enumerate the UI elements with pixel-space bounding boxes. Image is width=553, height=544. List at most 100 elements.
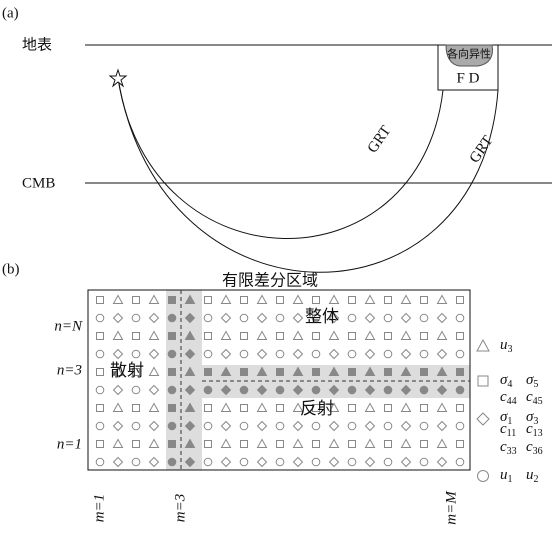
anisotropy-label: 各向异性 bbox=[447, 47, 491, 61]
ray-label: GRT bbox=[467, 133, 497, 166]
node-triangle bbox=[256, 438, 268, 448]
node-triangle bbox=[436, 330, 448, 340]
node-triangle bbox=[364, 366, 376, 376]
node-diamond bbox=[400, 456, 412, 468]
col-label: m=M bbox=[443, 490, 459, 525]
node-circle bbox=[239, 385, 249, 395]
node-square bbox=[384, 404, 392, 412]
node-square bbox=[312, 296, 320, 304]
node-triangle bbox=[328, 438, 340, 448]
node-triangle bbox=[436, 438, 448, 448]
node-square bbox=[168, 368, 176, 376]
legend-sub: 36 bbox=[533, 446, 543, 457]
node-square bbox=[96, 296, 104, 304]
ray bbox=[117, 77, 499, 273]
node-triangle bbox=[112, 330, 124, 340]
col-label: m=1 bbox=[91, 494, 107, 522]
node-square bbox=[348, 368, 356, 376]
node-circle bbox=[311, 313, 321, 323]
node-square bbox=[240, 368, 248, 376]
node-square bbox=[384, 296, 392, 304]
legend-term: σ5 bbox=[526, 372, 538, 390]
node-diamond bbox=[364, 348, 376, 360]
legend-sub: 3 bbox=[533, 416, 538, 427]
node-circle bbox=[167, 313, 177, 323]
legend-base: σ bbox=[500, 372, 508, 388]
node-circle bbox=[131, 457, 141, 467]
node-circle bbox=[347, 385, 357, 395]
cmb-label: CMB bbox=[22, 175, 55, 191]
legend-symbol bbox=[477, 375, 489, 387]
node-diamond bbox=[292, 456, 304, 468]
node-square bbox=[240, 332, 248, 340]
legend-base: σ bbox=[500, 409, 508, 425]
node-circle bbox=[419, 457, 429, 467]
legend-sub: 44 bbox=[507, 396, 517, 407]
legend-symbol bbox=[477, 470, 489, 482]
legend-base: u bbox=[500, 337, 508, 353]
node-diamond bbox=[220, 384, 232, 396]
node-triangle bbox=[148, 402, 160, 412]
legend-sub: 1 bbox=[508, 474, 513, 485]
node-triangle bbox=[400, 438, 412, 448]
node-square bbox=[456, 440, 464, 448]
node-circle bbox=[95, 313, 105, 323]
node-circle bbox=[347, 457, 357, 467]
source-star bbox=[108, 68, 128, 88]
node-circle bbox=[455, 385, 465, 395]
anisotropy-blob bbox=[445, 44, 493, 67]
legend-term: c36 bbox=[526, 439, 543, 457]
node-square bbox=[420, 368, 428, 376]
legend-term: c33 bbox=[500, 439, 517, 457]
node-diamond bbox=[112, 384, 124, 396]
node-triangle bbox=[148, 330, 160, 340]
node-diamond bbox=[184, 456, 196, 468]
node-diamond bbox=[436, 348, 448, 360]
node-triangle bbox=[184, 438, 196, 448]
node-diamond bbox=[364, 420, 376, 432]
node-triangle bbox=[184, 330, 196, 340]
node-triangle bbox=[436, 366, 448, 376]
node-circle bbox=[383, 457, 393, 467]
node-circle bbox=[455, 313, 465, 323]
node-triangle bbox=[220, 294, 232, 304]
node-triangle bbox=[364, 402, 376, 412]
node-triangle bbox=[112, 366, 124, 376]
node-triangle bbox=[220, 438, 232, 448]
node-diamond bbox=[328, 348, 340, 360]
node-circle bbox=[131, 313, 141, 323]
legend-term: c13 bbox=[526, 421, 543, 439]
node-square bbox=[276, 296, 284, 304]
legend-base: c bbox=[526, 439, 533, 455]
legend-base: u bbox=[526, 467, 534, 483]
node-square bbox=[96, 440, 104, 448]
node-circle bbox=[203, 457, 213, 467]
node-square bbox=[384, 332, 392, 340]
node-circle bbox=[167, 385, 177, 395]
legend-sub: 1 bbox=[507, 416, 512, 427]
node-diamond bbox=[436, 384, 448, 396]
node-circle bbox=[167, 421, 177, 431]
node-circle bbox=[239, 421, 249, 431]
node-circle bbox=[95, 457, 105, 467]
grid-nodes bbox=[95, 294, 465, 468]
node-circle bbox=[131, 349, 141, 359]
node-circle bbox=[383, 385, 393, 395]
node-circle bbox=[311, 385, 321, 395]
legend-symbol bbox=[476, 338, 490, 352]
node-square bbox=[168, 296, 176, 304]
legend-sub: 45 bbox=[533, 396, 543, 407]
node-triangle bbox=[400, 330, 412, 340]
node-diamond bbox=[220, 420, 232, 432]
node-circle bbox=[131, 421, 141, 431]
legend-sub: 33 bbox=[507, 446, 517, 457]
node-circle bbox=[239, 457, 249, 467]
node-circle bbox=[311, 457, 321, 467]
node-diamond bbox=[148, 312, 160, 324]
node-diamond bbox=[256, 384, 268, 396]
node-triangle bbox=[436, 402, 448, 412]
node-circle bbox=[239, 313, 249, 323]
node-triangle bbox=[256, 366, 268, 376]
node-circle bbox=[95, 421, 105, 431]
node-square bbox=[456, 404, 464, 412]
